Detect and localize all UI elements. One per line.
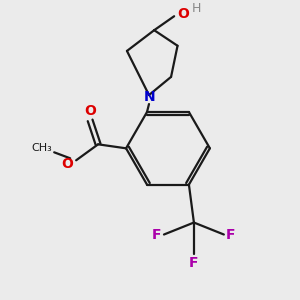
Text: F: F bbox=[226, 227, 236, 242]
Text: O: O bbox=[177, 7, 189, 21]
Text: O: O bbox=[61, 157, 73, 171]
Text: H: H bbox=[191, 2, 201, 15]
Text: F: F bbox=[152, 227, 162, 242]
Text: F: F bbox=[189, 256, 199, 270]
Text: CH₃: CH₃ bbox=[32, 143, 52, 153]
Text: O: O bbox=[84, 104, 96, 118]
Text: N: N bbox=[144, 90, 156, 104]
